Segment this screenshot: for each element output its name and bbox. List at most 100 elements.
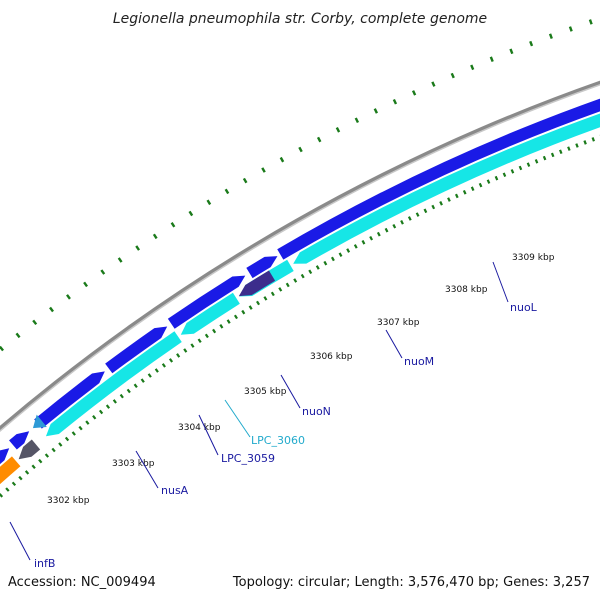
grey-gene-block (18, 439, 41, 460)
minor-tick (64, 436, 70, 442)
forward-cds-block (9, 431, 30, 450)
backbone-arc (0, 80, 600, 432)
minor-tick (140, 378, 145, 383)
minor-tick (270, 291, 275, 297)
minor-tick (353, 244, 358, 249)
gene-leader-line (9, 521, 31, 561)
minor-tick (431, 204, 436, 210)
outer-dot (15, 332, 21, 339)
kbp-label: 3308 kbp (445, 285, 488, 295)
minor-tick (346, 248, 351, 253)
minor-tick (478, 182, 483, 188)
outer-dot (206, 199, 212, 206)
outer-dot (392, 99, 398, 105)
reverse-cds-block (45, 331, 182, 437)
outer-dot (170, 222, 176, 228)
outer-dot (568, 26, 573, 32)
backbone-arc-inner (0, 84, 600, 433)
minor-tick (526, 162, 531, 167)
gene-leader-line (224, 399, 251, 438)
minor-tick (147, 373, 152, 378)
gene-label: infB (34, 557, 55, 570)
minor-tick (567, 146, 571, 151)
minor-tick (494, 175, 499, 181)
outer-dot (335, 127, 341, 133)
minor-tick (85, 420, 90, 425)
minor-tick (197, 338, 202, 343)
minor-tick (71, 431, 76, 436)
minor-tick (105, 404, 111, 409)
minor-tick (376, 231, 381, 237)
outer-dot (224, 188, 230, 195)
forward-cds-block (167, 275, 246, 329)
minor-tick (168, 358, 174, 363)
outer-dot (548, 33, 553, 39)
forward-cds-block (105, 326, 168, 374)
minor-tick (534, 159, 539, 164)
outer-dot-track (0, 19, 593, 352)
kbp-label: 3306 kbp (310, 352, 353, 362)
outer-dot (470, 64, 475, 71)
outer-dot (0, 345, 4, 352)
minor-tick (315, 265, 320, 270)
outer-dot (489, 56, 494, 62)
minor-tick (31, 464, 36, 470)
minor-tick (470, 186, 475, 191)
minor-tick (256, 300, 261, 306)
minor-tick (439, 201, 443, 206)
minor-tick (190, 343, 195, 348)
outer-dot (316, 136, 322, 143)
minor-tick (51, 447, 56, 453)
outer-dot (100, 269, 106, 275)
kbp-label: 3307 kbp (377, 318, 420, 328)
minor-tick (423, 208, 428, 214)
outer-dot (135, 245, 141, 251)
gene-leader-line (198, 414, 219, 456)
minor-tick (518, 165, 523, 171)
minor-tick (369, 235, 374, 241)
minor-tick (112, 399, 117, 404)
minor-tick (78, 425, 83, 431)
minor-tick (583, 140, 587, 145)
gene-leader-line (135, 450, 159, 489)
outer-dot (354, 117, 360, 124)
minor-tick (38, 458, 43, 464)
minor-tick (384, 227, 389, 233)
outer-dot (188, 210, 194, 217)
minor-tick (126, 388, 131, 394)
outer-dot (261, 167, 266, 173)
gene-label: nuoM (404, 355, 434, 368)
minor-tick (248, 305, 253, 310)
kbp-label: 3309 kbp (512, 253, 555, 263)
minor-tick (44, 453, 50, 458)
minor-tick (263, 296, 268, 301)
tick-track (0, 134, 600, 498)
minor-tick (407, 216, 412, 221)
gene-tracks (0, 98, 600, 485)
minor-tick (361, 240, 366, 245)
outer-dot (66, 294, 71, 300)
minor-tick (176, 353, 181, 358)
outer-dot (49, 306, 54, 313)
gene-label: nuoN (302, 405, 331, 418)
minor-tick (454, 193, 459, 199)
forward-cds-block (34, 371, 105, 429)
forward-cds-block (0, 448, 10, 465)
orange-gene-nusA (0, 456, 21, 485)
gene-label: LPC_3060 (251, 434, 305, 447)
outer-dot (509, 48, 514, 55)
outer-dot (279, 156, 285, 163)
minor-tick (18, 475, 23, 481)
outer-dot (450, 72, 455, 79)
backbone-layer (0, 80, 600, 433)
accession-text: Accession: NC_009494 (8, 575, 156, 590)
outer-dot (117, 257, 123, 263)
minor-tick (400, 220, 404, 225)
minor-tick (559, 149, 563, 154)
minor-tick (308, 269, 313, 275)
gene-label: LPC_3059 (221, 452, 275, 465)
minor-tick (415, 212, 420, 217)
minor-tick (161, 363, 166, 368)
minor-tick (233, 314, 238, 320)
minor-tick (212, 328, 217, 334)
